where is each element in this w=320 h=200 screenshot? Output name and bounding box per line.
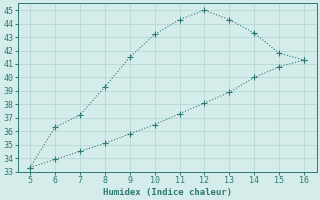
X-axis label: Humidex (Indice chaleur): Humidex (Indice chaleur) xyxy=(103,188,232,197)
